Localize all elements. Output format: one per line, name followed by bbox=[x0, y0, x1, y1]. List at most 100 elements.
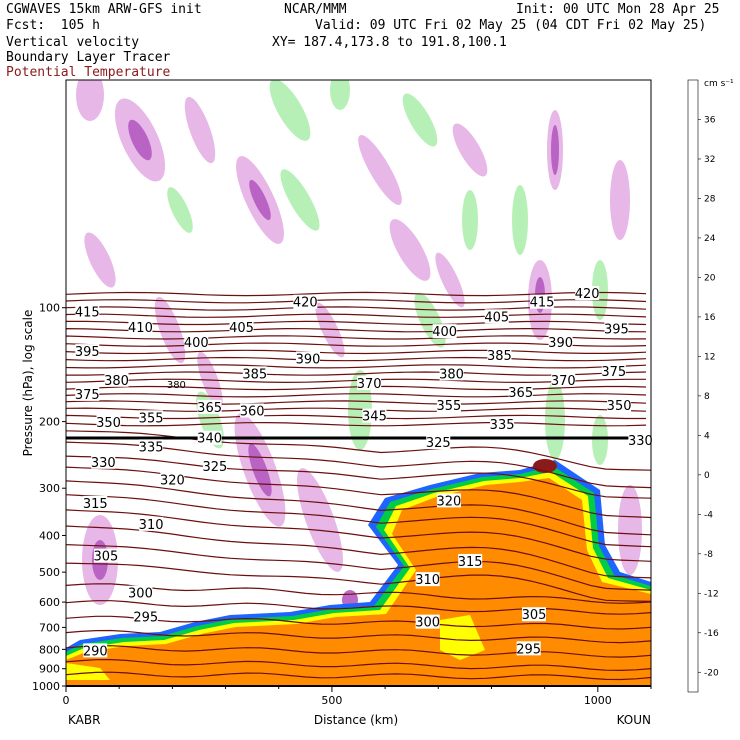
theta-label-bg bbox=[601, 364, 626, 379]
init-time: Init: 00 UTC Mon 28 Apr 25 bbox=[516, 2, 720, 17]
theta-label-bg bbox=[242, 366, 267, 381]
field-vertical-velocity: Vertical velocity bbox=[6, 35, 140, 50]
theta-label: 315 bbox=[458, 555, 483, 570]
theta-label: 305 bbox=[522, 608, 547, 623]
theta-label-bg bbox=[133, 609, 158, 624]
theta-label-bg bbox=[240, 403, 265, 418]
theta-contour bbox=[66, 291, 647, 297]
field-boundary-layer-tracer: Boundary Layer Tracer bbox=[6, 50, 171, 65]
y-tick-label: 900 bbox=[39, 663, 60, 676]
theta-label-bg bbox=[139, 516, 164, 531]
y-tick-label: 800 bbox=[39, 643, 60, 656]
x-axis-label: Distance (km) bbox=[314, 713, 398, 727]
theta-label-bg bbox=[484, 309, 509, 324]
theta-contour bbox=[66, 371, 647, 376]
theta-label: 420 bbox=[293, 296, 318, 311]
theta-contour bbox=[66, 342, 647, 347]
theta-label: 355 bbox=[436, 399, 461, 414]
theta-contour bbox=[66, 645, 651, 658]
theta-label: 320 bbox=[436, 494, 461, 509]
theta-label-bg bbox=[548, 335, 573, 350]
theta-contour bbox=[66, 378, 646, 384]
center-org: NCAR/MMM bbox=[284, 2, 347, 17]
theta-label: 390 bbox=[548, 336, 573, 351]
theta-label: 380 bbox=[439, 367, 464, 382]
colorbar-label: 8 bbox=[704, 392, 710, 402]
theta-label: 345 bbox=[362, 410, 387, 425]
theta-contour bbox=[66, 393, 647, 398]
theta-label-bg bbox=[529, 294, 554, 309]
theta-label-bg bbox=[184, 335, 209, 350]
theta-label-bg bbox=[128, 585, 153, 600]
theta-label-bg bbox=[75, 344, 100, 359]
theta-label: 370 bbox=[357, 377, 382, 392]
theta-contour bbox=[66, 356, 647, 362]
theta-label-bg bbox=[628, 432, 653, 447]
theta-contour bbox=[66, 400, 647, 405]
theta-contour bbox=[66, 407, 647, 412]
theta-label-bg bbox=[83, 643, 108, 658]
y-tick-label: 200 bbox=[39, 416, 60, 429]
theta-label: 340 bbox=[197, 432, 222, 447]
theta-label-bg bbox=[128, 319, 153, 334]
colorbar-label: 20 bbox=[704, 273, 716, 283]
theta-label-bg bbox=[93, 548, 118, 563]
y-tick-label: 1000 bbox=[32, 680, 60, 693]
y-tick-label: 600 bbox=[39, 596, 60, 609]
theta-contour bbox=[66, 313, 647, 318]
valid-time: Valid: 09 UTC Fri 02 May 25 (04 CDT Fri … bbox=[315, 18, 707, 33]
theta-label: 300 bbox=[415, 616, 440, 631]
theta-label-bg bbox=[83, 495, 108, 510]
theta-contour bbox=[66, 493, 651, 548]
theta-label-bg bbox=[426, 435, 451, 450]
theta-contour bbox=[66, 421, 647, 427]
theta-label-bg bbox=[575, 286, 600, 301]
left-endpoint-label: KABR bbox=[68, 713, 100, 727]
theta-label: 355 bbox=[139, 411, 164, 426]
theta-label-bg bbox=[362, 408, 387, 423]
theta-label-bg bbox=[75, 304, 100, 319]
theta-contour bbox=[66, 543, 651, 591]
colorbar-label: 36 bbox=[704, 115, 716, 125]
y-tick-label: 300 bbox=[39, 482, 60, 495]
colorbar-unit: cm s⁻¹ bbox=[704, 79, 734, 89]
x-tick-label: 1000 bbox=[584, 694, 612, 707]
theta-label-bg bbox=[295, 351, 320, 366]
x-tick-label: 500 bbox=[321, 694, 342, 707]
theta-contour bbox=[66, 508, 651, 562]
theta-label: 315 bbox=[83, 497, 108, 512]
theta-label: 380 bbox=[104, 374, 129, 389]
theta-label: 370 bbox=[551, 374, 576, 389]
theta-label: 350 bbox=[96, 416, 121, 431]
theta-label: 405 bbox=[484, 310, 509, 325]
x-tick-label: 0 bbox=[63, 694, 70, 707]
theta-label-bg bbox=[415, 572, 440, 587]
theta-label-bg bbox=[458, 553, 483, 568]
theta-contour bbox=[66, 671, 651, 681]
colorbar-label: 32 bbox=[704, 155, 715, 165]
colorbar-label: 0 bbox=[704, 471, 710, 481]
colorbar: -20 -16 -12 -8 -4 0 4 8 12 16 20 24 28 32 36 bbox=[687, 79, 719, 693]
theta-contour bbox=[66, 454, 651, 499]
theta-label-bg bbox=[75, 386, 100, 401]
field-potential-temperature: Potential Temperature bbox=[6, 65, 171, 80]
theta-contour bbox=[66, 524, 651, 579]
theta-label: 290 bbox=[83, 644, 108, 659]
theta-label: 365 bbox=[197, 401, 222, 416]
theta-label-bg bbox=[415, 614, 440, 629]
theta-label: 335 bbox=[139, 440, 164, 455]
theta-label: 310 bbox=[139, 518, 164, 533]
theta-label: 410 bbox=[128, 321, 153, 336]
theta-label: 310 bbox=[415, 573, 440, 588]
theta-label: 305 bbox=[93, 550, 118, 565]
colorbar-label: -16 bbox=[704, 629, 719, 639]
theta-contour bbox=[66, 658, 651, 672]
theta-label: 415 bbox=[530, 296, 555, 311]
theta-contour bbox=[66, 349, 647, 355]
y-axis: 100 200 300 400 500 600 700 800 900 1000 bbox=[32, 302, 66, 693]
colorbar-label: 4 bbox=[704, 431, 710, 441]
y-axis-label: Pressure (hPa), log scale bbox=[21, 310, 35, 457]
x-axis: 0 500 1000 bbox=[63, 686, 652, 707]
theta-label-group: 415 410 400 405 420 400 405 415 420 395 395 390 385 3… bbox=[75, 286, 653, 659]
